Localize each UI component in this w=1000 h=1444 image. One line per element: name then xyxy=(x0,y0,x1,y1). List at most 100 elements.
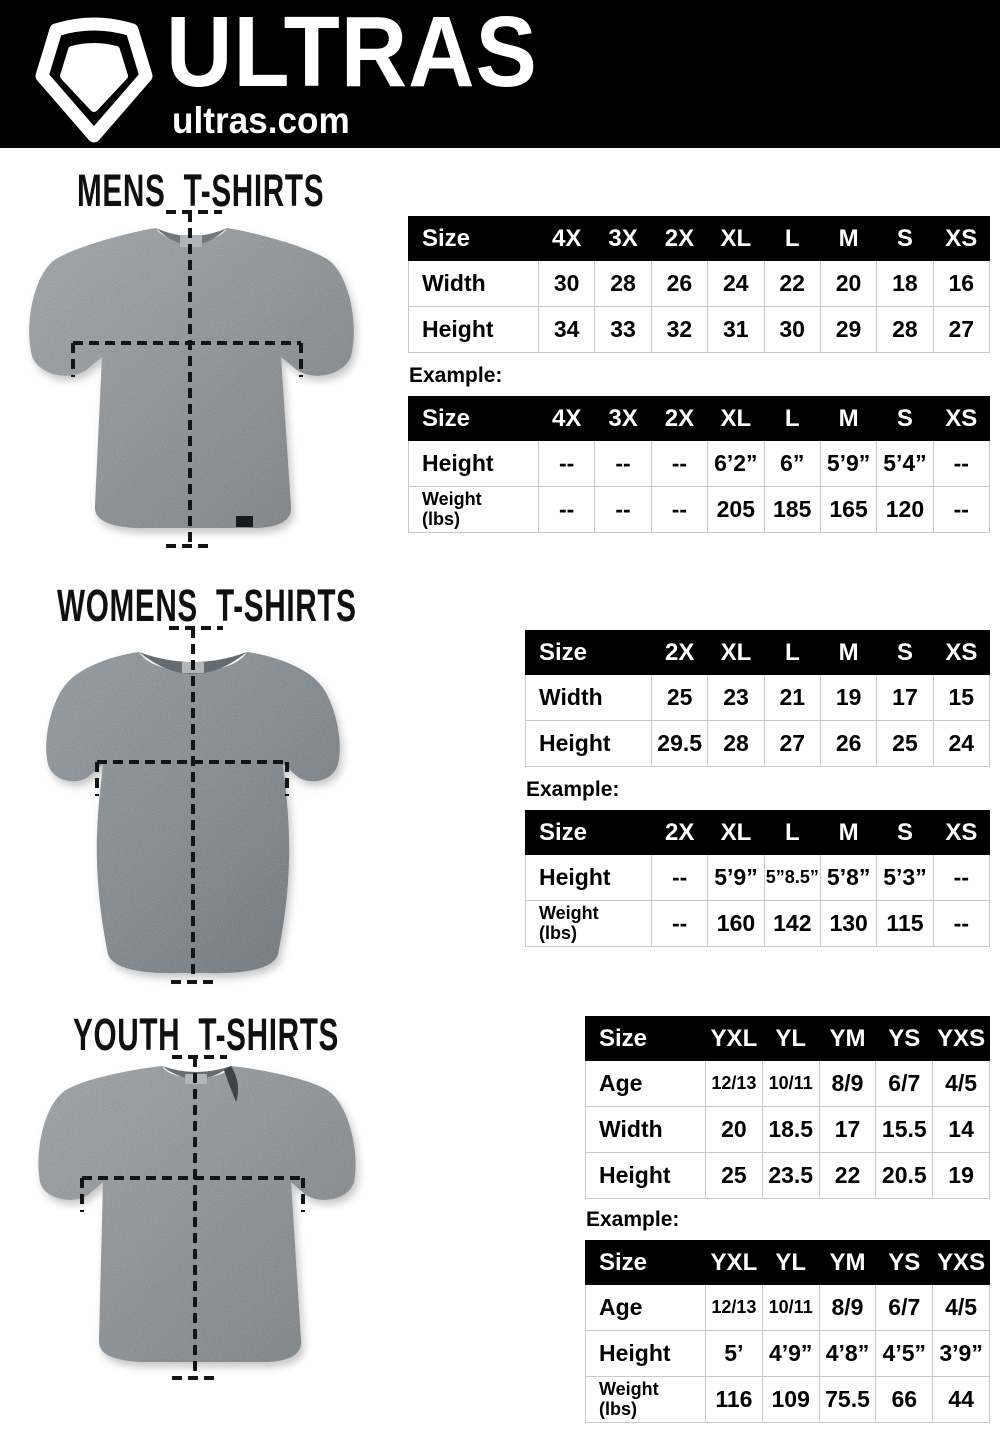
table-row: Age 12/13 10/11 8/9 6/7 4/5 xyxy=(585,1060,990,1107)
table-cell: 17 xyxy=(818,1106,877,1153)
table-cell: -- xyxy=(594,440,652,487)
mens-section-title: MENS T-SHIRTS xyxy=(77,165,325,216)
row-label: Age xyxy=(585,1284,706,1331)
size-column-header: YL xyxy=(761,1016,820,1061)
table-cell: 21 xyxy=(763,674,821,721)
table-row: Height 5’ 4’9” 4’8” 4’5” 3’9” xyxy=(585,1330,990,1377)
row-label: Width xyxy=(525,674,652,721)
table-row: Weight (lbs) -- 160 142 130 115 -- xyxy=(525,900,991,947)
womens-size-table: Size 2X XL L M S XS Width 25 23 21 19 17 15 Height 29.5… xyxy=(525,630,991,767)
womens-example-label: Example: xyxy=(526,778,620,801)
size-column-header: YS xyxy=(875,1240,934,1285)
table-cell: 10/11 xyxy=(761,1284,820,1331)
table-cell: 75.5 xyxy=(818,1376,877,1423)
size-column-header: L xyxy=(763,396,821,441)
row-label: Weight (lbs) xyxy=(525,900,652,947)
table-cell: 5’3” xyxy=(876,854,934,901)
size-column-header: M xyxy=(819,396,878,441)
womens-section-title: WOMENS T-SHIRTS xyxy=(57,580,357,631)
hem-tag xyxy=(236,516,253,527)
header-row: Size 2X XL L M S XS xyxy=(525,630,991,675)
table-cell: 29.5 xyxy=(650,720,709,767)
youth-shirt-image xyxy=(38,1055,356,1380)
table-cell: 165 xyxy=(819,486,878,533)
table-cell: 30 xyxy=(763,306,821,353)
table-cell: 29 xyxy=(819,306,878,353)
header-row: Size 2X XL L M S XS xyxy=(525,810,991,855)
size-column-header: YL xyxy=(761,1240,820,1285)
table-cell: 6/7 xyxy=(875,1060,934,1107)
table-cell: 20 xyxy=(705,1106,763,1153)
table-cell: 12/13 xyxy=(705,1060,763,1107)
table-cell: -- xyxy=(650,440,709,487)
row-label: Width xyxy=(408,260,539,307)
collar-label xyxy=(180,235,202,247)
table-cell: 25 xyxy=(650,674,709,721)
table-cell: 5’ xyxy=(705,1330,763,1377)
table-cell: 17 xyxy=(876,674,934,721)
table-row: Height 34 33 32 31 30 29 28 27 xyxy=(408,306,991,353)
row-label: Weight (lbs) xyxy=(585,1376,706,1423)
row-label: Height xyxy=(525,854,652,901)
collar xyxy=(162,1066,231,1079)
table-cell: 5’9” xyxy=(707,854,765,901)
size-column-header: YM xyxy=(818,1016,877,1061)
row-label: Age xyxy=(585,1060,706,1107)
table-cell: 185 xyxy=(763,486,821,533)
size-column-header: 4X xyxy=(537,396,596,441)
size-column-header: XL xyxy=(707,630,765,675)
youth-example-table: Size YXL YL YM YS YXS Age 12/13 10/11 8/9 6/7 4/5 He… xyxy=(585,1240,990,1423)
mens-example-table: Size 4X 3X 2X XL L M S XS Height -- -- -- 6’2” 6” 5’9” 5… xyxy=(408,396,991,533)
table-cell: 4’8” xyxy=(818,1330,877,1377)
table-cell: 205 xyxy=(707,486,765,533)
table-cell: 27 xyxy=(932,306,991,353)
size-column-header: XS xyxy=(932,630,991,675)
size-column-header: 3X xyxy=(594,216,652,261)
table-cell: 115 xyxy=(876,900,934,947)
size-column-header: S xyxy=(876,810,934,855)
row-label: Height xyxy=(408,306,539,353)
row-label: Height xyxy=(408,440,539,487)
table-cell: 24 xyxy=(932,720,991,767)
size-column-header: 2X xyxy=(650,630,709,675)
header-row: Size 4X 3X 2X XL L M S XS xyxy=(408,216,991,261)
table-cell: 18 xyxy=(876,260,934,307)
size-column-header: XS xyxy=(932,396,991,441)
mens-shirt-image xyxy=(29,210,354,548)
table-row: Width 20 18.5 17 15.5 14 xyxy=(585,1106,990,1153)
measurement-lines xyxy=(95,626,289,984)
size-column-header: 2X xyxy=(650,216,709,261)
table-row: Weight (lbs) -- -- -- 205 185 165 120 -- xyxy=(408,486,991,533)
table-cell: 22 xyxy=(818,1152,877,1199)
table-cell: -- xyxy=(537,486,596,533)
brand-banner: ULTRAS ultras.com xyxy=(0,0,1000,148)
mens-size-table: Size 4X 3X 2X XL L M S XS Width 30 28 26 24 22 20 18 16 He… xyxy=(408,216,991,353)
size-column-header: 2X xyxy=(650,396,709,441)
table-cell: 23.5 xyxy=(761,1152,820,1199)
table-cell: 14 xyxy=(932,1106,990,1153)
size-column-header: XL xyxy=(707,810,765,855)
size-column-header: M xyxy=(819,216,878,261)
table-cell: 4/5 xyxy=(932,1060,990,1107)
size-column-header: YXS xyxy=(932,1016,990,1061)
table-cell: 31 xyxy=(707,306,765,353)
brand-name: ULTRAS xyxy=(166,0,538,108)
size-column-header: S xyxy=(876,216,934,261)
table-cell: -- xyxy=(650,854,709,901)
size-column-header: XS xyxy=(932,216,991,261)
table-cell: 116 xyxy=(705,1376,763,1423)
size-column-header: L xyxy=(763,216,821,261)
youth-section-title: YOUTH T-SHIRTS xyxy=(73,1009,339,1060)
size-column-header: YM xyxy=(818,1240,877,1285)
size-corner-header: Size xyxy=(585,1016,706,1061)
size-column-header: 2X xyxy=(650,810,709,855)
table-cell: 25 xyxy=(876,720,934,767)
row-label: Height xyxy=(585,1152,706,1199)
womens-shirt-image xyxy=(46,626,340,984)
table-cell: 5”8.5” xyxy=(763,854,821,901)
table-cell: 4’5” xyxy=(875,1330,934,1377)
size-column-header: YS xyxy=(875,1016,934,1061)
table-cell: 32 xyxy=(650,306,709,353)
table-cell: -- xyxy=(537,440,596,487)
